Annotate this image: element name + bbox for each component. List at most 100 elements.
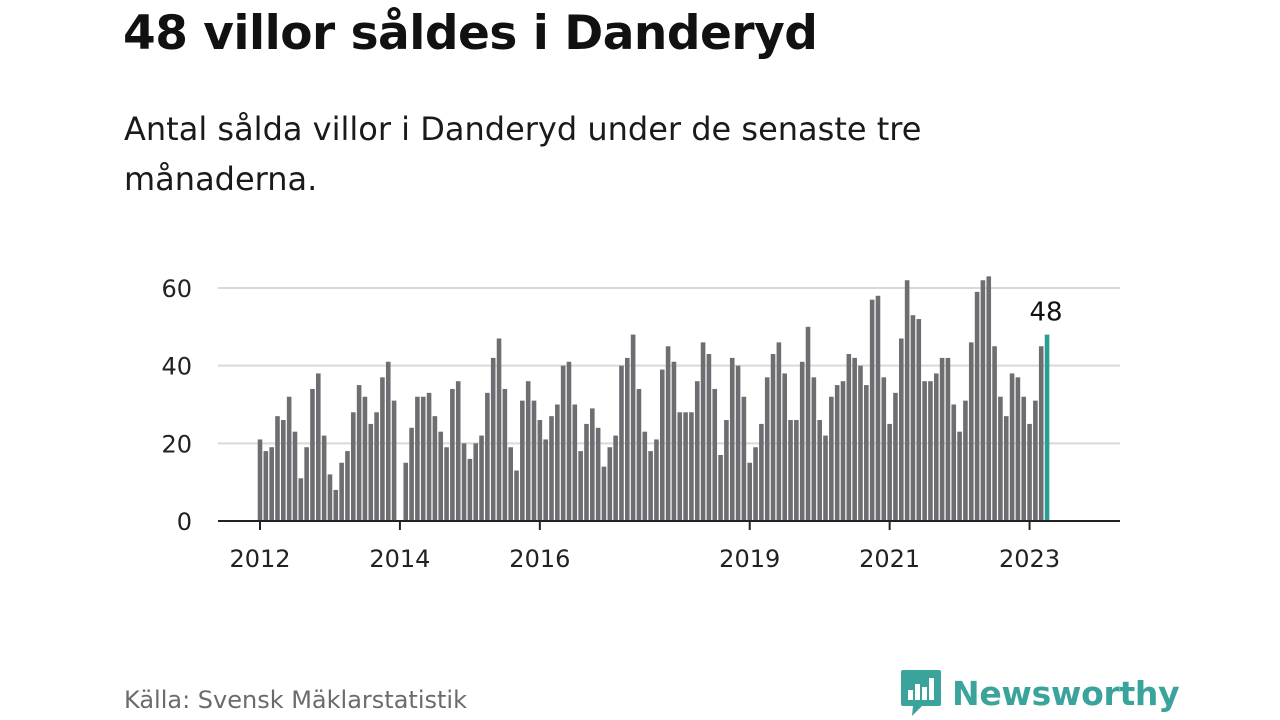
bar [328,474,333,521]
y-tick-label: 20 [161,430,192,458]
bar [421,397,426,521]
labels: 0 20 40 60 2012 2014 2016 2019 2021 2023 48 [161,275,1062,573]
bar [555,405,560,522]
bar [695,381,700,521]
bar [701,342,706,521]
bar [584,424,589,521]
bar [963,401,968,521]
bar [1027,424,1032,521]
bar [998,397,1003,521]
bar [403,463,408,521]
bar [969,342,974,521]
bar [730,358,735,521]
bar [765,377,770,521]
bar [479,436,484,521]
bar [281,420,286,521]
bar [876,296,881,521]
bar [293,432,298,521]
bar [817,420,822,521]
bar [363,397,368,521]
bar [602,467,607,521]
bar [654,439,659,521]
bar [258,439,263,521]
bar [794,420,799,521]
bar [870,300,875,521]
bar [986,276,991,521]
bar [427,393,432,521]
bar [747,463,752,521]
bar [409,428,414,521]
bar [269,447,274,521]
bar [981,280,986,521]
bar [561,366,566,521]
bar [858,366,863,521]
bar [613,436,618,521]
bar [351,412,356,521]
bar [549,416,554,521]
bar [619,366,624,521]
bar-chart: 0 20 40 60 2012 2014 2016 2019 2021 2023 48 [0,0,1280,660]
bar [578,451,583,521]
bar [951,405,956,522]
bar [893,393,898,521]
axes [218,521,1120,530]
bar [899,338,904,521]
bar [1004,416,1009,521]
x-tick-label: 2021 [859,545,920,573]
bar [508,447,513,521]
bar [567,362,572,521]
bar [642,432,647,521]
bar [666,346,671,521]
source-note: Källa: Svensk Mäklarstatistik [124,686,467,714]
bar [922,381,927,521]
y-tick-label: 0 [177,508,192,536]
bar [835,385,840,521]
bar [788,420,793,521]
bar [829,397,834,521]
bar [380,377,385,521]
bar [823,436,828,521]
y-tick-label: 40 [161,353,192,381]
bar [287,397,292,521]
bar [736,366,741,521]
bar [368,424,373,521]
bar [1033,401,1038,521]
bar [677,412,682,521]
bar [357,385,362,521]
bar [852,358,857,521]
bar [812,377,817,521]
bar [275,416,280,521]
bar [864,385,869,521]
bar [608,447,613,521]
bar [345,451,350,521]
bar [485,393,490,521]
bar [1016,377,1021,521]
x-tick-label: 2012 [229,545,290,573]
highlight-data-label: 48 [1030,298,1063,328]
bar [386,362,391,521]
newsworthy-logo-icon [900,668,942,718]
bar [590,408,595,521]
brand-logo: Newsworthy [900,668,1179,718]
bar [847,354,852,521]
bar [514,471,519,521]
bar [753,447,758,521]
bar [339,463,344,521]
bar [450,389,455,521]
bar [468,459,473,521]
bar [882,377,887,521]
bar [724,420,729,521]
bar [1039,346,1044,521]
bar [637,389,642,521]
bar [946,358,951,521]
bar [712,389,717,521]
bar [310,389,315,521]
bar [940,358,945,521]
bar [316,373,321,521]
bar [322,436,327,521]
bar [543,439,548,521]
bar [374,412,379,521]
bar [333,490,338,521]
brand-name: Newsworthy [952,674,1179,713]
bar [672,362,677,521]
